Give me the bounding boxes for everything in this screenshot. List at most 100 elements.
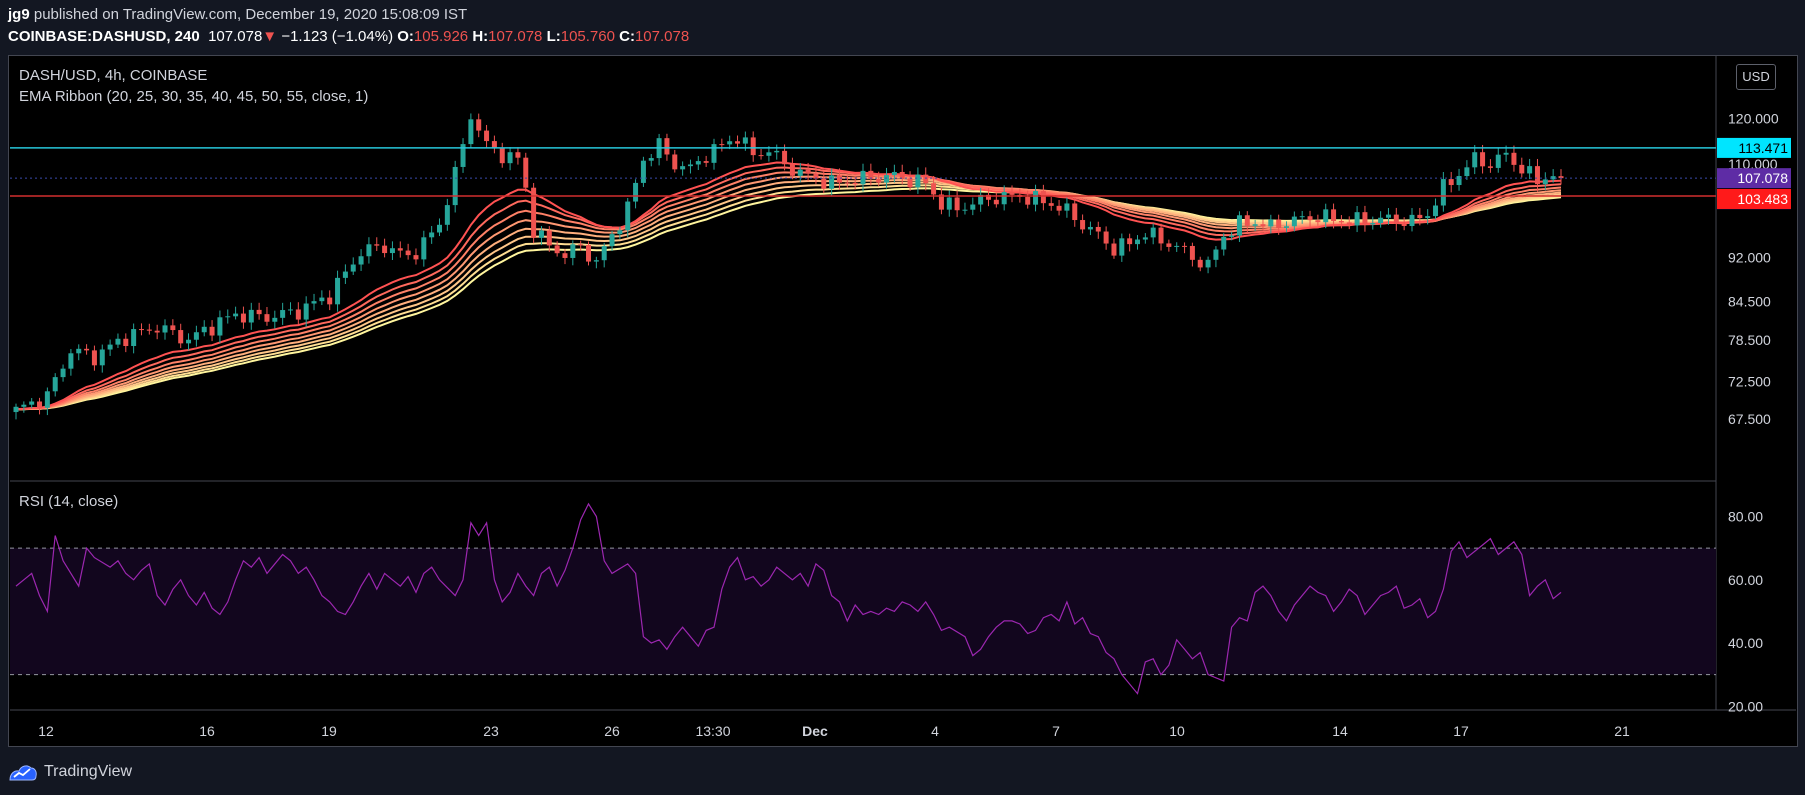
- candle[interactable]: [813, 173, 819, 179]
- candle[interactable]: [735, 141, 741, 144]
- candle[interactable]: [695, 161, 701, 165]
- candle[interactable]: [915, 174, 921, 188]
- candle[interactable]: [531, 187, 537, 238]
- candle[interactable]: [789, 164, 795, 176]
- candle[interactable]: [1182, 245, 1188, 247]
- candle[interactable]: [1354, 212, 1360, 226]
- candle[interactable]: [1213, 249, 1219, 260]
- candle[interactable]: [664, 138, 670, 155]
- candle[interactable]: [1346, 222, 1352, 226]
- candle[interactable]: [397, 248, 403, 251]
- candle[interactable]: [852, 182, 858, 185]
- candle[interactable]: [452, 166, 458, 206]
- candle[interactable]: [1417, 214, 1423, 219]
- candle[interactable]: [295, 309, 301, 320]
- candle[interactable]: [750, 137, 756, 156]
- candle[interactable]: [1370, 223, 1376, 225]
- candle[interactable]: [225, 316, 231, 318]
- candle[interactable]: [1550, 176, 1556, 180]
- candle[interactable]: [280, 310, 286, 318]
- candle[interactable]: [774, 150, 780, 153]
- candle[interactable]: [1229, 235, 1235, 237]
- candle[interactable]: [1158, 227, 1164, 244]
- candle[interactable]: [562, 253, 568, 258]
- candle[interactable]: [154, 330, 160, 333]
- candle[interactable]: [1268, 219, 1274, 227]
- candle[interactable]: [146, 329, 152, 331]
- candle[interactable]: [899, 171, 905, 179]
- candle[interactable]: [99, 349, 105, 366]
- candle[interactable]: [1252, 224, 1258, 226]
- candle[interactable]: [1558, 176, 1564, 179]
- candle[interactable]: [240, 313, 246, 323]
- candle[interactable]: [1025, 196, 1031, 205]
- candle[interactable]: [648, 158, 654, 161]
- candle[interactable]: [389, 248, 395, 254]
- candle[interactable]: [287, 309, 293, 311]
- candle[interactable]: [993, 199, 999, 205]
- candle[interactable]: [350, 264, 356, 272]
- candle[interactable]: [468, 119, 474, 145]
- candle[interactable]: [1174, 245, 1180, 247]
- candle[interactable]: [829, 175, 835, 189]
- candle[interactable]: [1048, 203, 1054, 206]
- candle[interactable]: [1040, 191, 1046, 204]
- candle[interactable]: [460, 144, 466, 167]
- candle[interactable]: [248, 309, 254, 323]
- candle[interactable]: [484, 130, 490, 142]
- candle[interactable]: [515, 152, 521, 158]
- candle[interactable]: [21, 404, 27, 407]
- candle[interactable]: [256, 309, 262, 315]
- candle[interactable]: [60, 368, 66, 378]
- candle[interactable]: [366, 244, 372, 257]
- candle[interactable]: [115, 338, 121, 345]
- candle[interactable]: [1111, 243, 1117, 256]
- publisher-name[interactable]: jg9: [8, 6, 30, 23]
- candle[interactable]: [272, 317, 278, 322]
- candle[interactable]: [1511, 152, 1517, 165]
- candle[interactable]: [970, 204, 976, 210]
- candle[interactable]: [821, 178, 827, 189]
- candle[interactable]: [860, 170, 866, 185]
- candle[interactable]: [946, 197, 952, 210]
- candle[interactable]: [1087, 226, 1093, 230]
- candle[interactable]: [319, 297, 325, 302]
- candle[interactable]: [1009, 192, 1015, 195]
- candle[interactable]: [1307, 216, 1313, 221]
- candle[interactable]: [1284, 226, 1290, 228]
- candle[interactable]: [1095, 226, 1101, 232]
- candle[interactable]: [797, 169, 803, 176]
- candle[interactable]: [805, 169, 811, 174]
- candle[interactable]: [429, 232, 435, 238]
- candle[interactable]: [687, 164, 693, 167]
- candle[interactable]: [1103, 231, 1109, 244]
- candle[interactable]: [264, 314, 270, 322]
- candle[interactable]: [1150, 227, 1156, 238]
- candle[interactable]: [68, 353, 74, 369]
- candle[interactable]: [335, 277, 341, 305]
- candle[interactable]: [1134, 239, 1140, 245]
- candle[interactable]: [703, 161, 709, 163]
- candle[interactable]: [131, 329, 137, 347]
- candle[interactable]: [609, 234, 615, 247]
- candle[interactable]: [1205, 259, 1211, 268]
- candle[interactable]: [601, 246, 607, 261]
- candle[interactable]: [138, 329, 144, 331]
- candle[interactable]: [233, 313, 239, 317]
- candle[interactable]: [1291, 216, 1297, 227]
- candle[interactable]: [311, 301, 317, 304]
- candle[interactable]: [44, 391, 50, 408]
- candle[interactable]: [727, 141, 733, 145]
- candle[interactable]: [1409, 214, 1415, 226]
- candle[interactable]: [1142, 237, 1148, 240]
- candle[interactable]: [625, 201, 631, 231]
- candle[interactable]: [413, 255, 419, 260]
- candle[interactable]: [1480, 152, 1486, 167]
- candle[interactable]: [193, 332, 199, 340]
- candle[interactable]: [1197, 259, 1203, 268]
- candle[interactable]: [1276, 219, 1282, 228]
- candle[interactable]: [162, 325, 168, 333]
- candle[interactable]: [884, 175, 890, 183]
- candle[interactable]: [1519, 164, 1525, 174]
- candle[interactable]: [1189, 245, 1195, 260]
